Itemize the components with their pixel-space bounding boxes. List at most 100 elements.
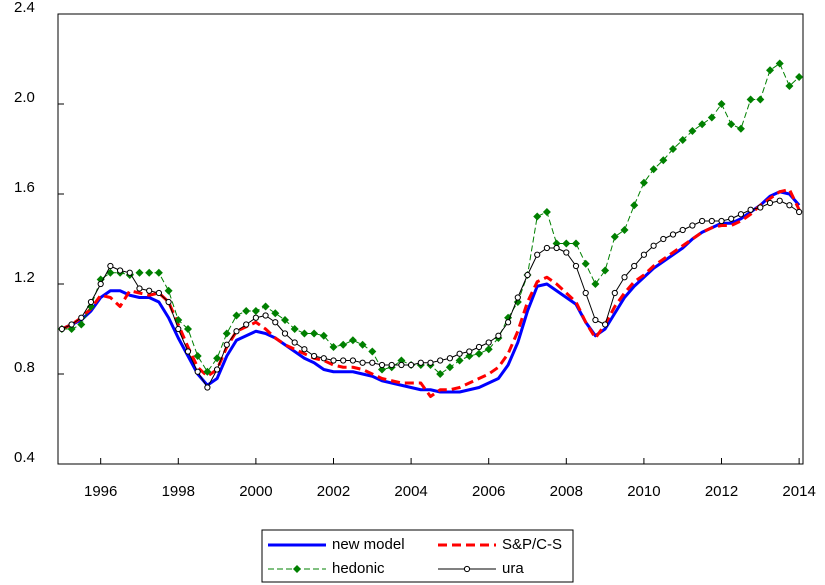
data-point	[746, 95, 755, 104]
data-point	[678, 136, 687, 144]
data-point	[446, 355, 454, 362]
y-tick-label: 2.0	[14, 89, 35, 106]
data-point	[223, 341, 230, 348]
data-point	[776, 197, 783, 204]
data-point	[329, 343, 338, 351]
data-point	[572, 262, 580, 270]
data-point	[116, 267, 124, 274]
data-point	[756, 95, 765, 104]
y-tick-label: 2.4	[14, 0, 35, 16]
data-point	[602, 321, 609, 328]
data-point	[592, 316, 599, 324]
data-point	[339, 340, 348, 349]
data-point	[475, 343, 483, 351]
data-point	[136, 285, 143, 292]
data-point	[659, 156, 668, 165]
data-point	[213, 354, 222, 363]
x-tick-label: 2000	[239, 483, 272, 500]
data-point	[786, 202, 793, 209]
legend-label: S&P/C-S	[502, 536, 562, 553]
data-point	[639, 178, 648, 187]
data-point	[660, 235, 667, 243]
data-point	[775, 59, 784, 68]
legend-label: hedonic	[332, 560, 385, 577]
data-point	[204, 384, 211, 391]
data-point	[591, 280, 600, 288]
data-point	[650, 242, 657, 249]
data-point	[377, 365, 386, 374]
data-point	[611, 289, 618, 297]
data-point	[183, 325, 192, 333]
data-point	[87, 298, 95, 306]
data-point	[699, 217, 706, 225]
data-point	[466, 348, 473, 355]
data-point	[456, 350, 463, 357]
data-point	[310, 329, 319, 338]
x-tick-label: 2012	[705, 483, 738, 500]
data-point	[563, 249, 570, 256]
data-point	[689, 222, 696, 229]
data-point	[795, 73, 804, 81]
data-point	[388, 361, 395, 369]
data-point	[78, 314, 85, 321]
data-point	[601, 266, 610, 275]
data-point	[718, 217, 725, 225]
data-point	[272, 319, 279, 326]
data-point	[58, 325, 65, 333]
data-point	[251, 307, 260, 315]
data-point	[504, 313, 513, 322]
data-point	[146, 287, 153, 294]
data-point	[649, 165, 658, 174]
data-point	[261, 302, 270, 311]
data-point	[290, 325, 299, 333]
data-point	[222, 329, 231, 338]
x-tick-label: 2004	[394, 483, 427, 500]
data-point	[154, 268, 163, 277]
data-point	[358, 340, 367, 349]
data-point	[417, 359, 424, 366]
data-point	[698, 120, 707, 129]
data-point	[203, 367, 212, 376]
data-point	[135, 268, 144, 277]
data-point	[242, 307, 251, 315]
data-point	[280, 316, 289, 324]
legend-label: new model	[332, 536, 405, 553]
series-line	[61, 188, 801, 398]
x-tick-label: 2008	[550, 483, 583, 500]
data-point	[126, 269, 133, 276]
x-tick-label: 2006	[472, 483, 505, 500]
data-point	[378, 361, 386, 369]
data-point	[175, 325, 182, 333]
data-point	[310, 352, 318, 360]
series-line	[61, 190, 801, 394]
data-point	[631, 262, 638, 270]
data-point	[717, 100, 726, 108]
data-point	[165, 298, 172, 306]
data-point	[252, 314, 259, 321]
data-point	[359, 359, 366, 366]
data-point	[465, 352, 474, 360]
data-point	[727, 120, 736, 129]
data-point	[281, 330, 289, 337]
data-point	[368, 347, 377, 356]
data-point	[68, 321, 75, 328]
data-point	[621, 274, 628, 281]
data-point	[524, 271, 531, 279]
legend-marker	[463, 565, 471, 573]
data-point	[320, 355, 327, 362]
data-point	[640, 251, 648, 258]
data-point	[300, 329, 309, 338]
data-point	[542, 208, 551, 216]
data-point	[572, 239, 581, 248]
data-point	[107, 262, 114, 270]
data-point	[437, 357, 444, 364]
data-point	[397, 356, 406, 365]
data-point	[348, 336, 357, 345]
data-point	[505, 319, 512, 326]
data-point	[737, 211, 745, 218]
data-point	[77, 320, 86, 329]
x-tick-label: 1996	[84, 483, 117, 500]
data-point	[349, 357, 356, 364]
data-point	[514, 294, 521, 301]
